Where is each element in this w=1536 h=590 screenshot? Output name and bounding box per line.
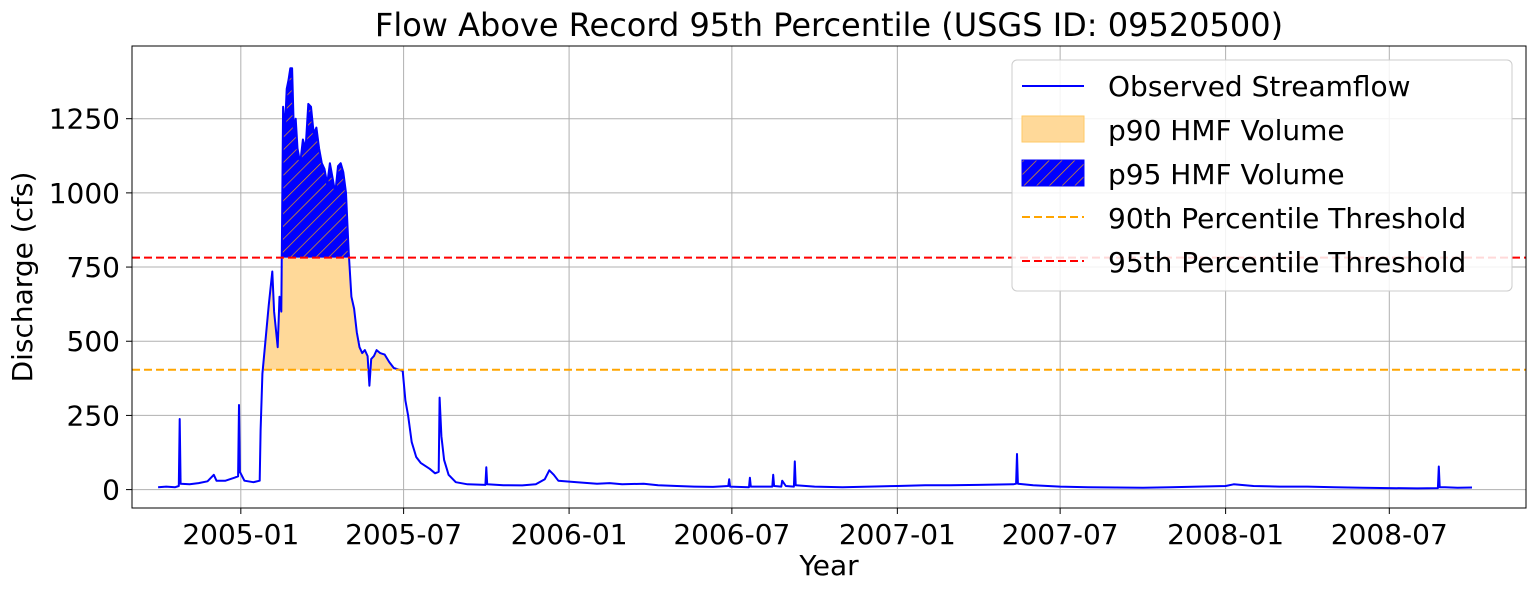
legend-label-p90-threshold: 90th Percentile Threshold — [1108, 202, 1466, 235]
legend-label-observed: Observed Streamflow — [1108, 70, 1411, 103]
x-tick-label: 2008-07 — [1331, 518, 1448, 551]
y-tick-label: 1250 — [49, 103, 120, 136]
y-tick-label: 0 — [102, 474, 120, 507]
x-axis: 2005-01 2005-07 2006-01 2006-07 2007-01 2007-… — [182, 508, 1448, 551]
x-tick-label: 2006-01 — [511, 518, 628, 551]
x-tick-label: 2005-01 — [182, 518, 299, 551]
legend-label-p90: p90 HMF Volume — [1108, 114, 1345, 147]
legend-swatch-p90 — [1021, 115, 1085, 143]
y-tick-label: 1000 — [49, 177, 120, 210]
legend-label-p95-threshold: 95th Percentile Threshold — [1108, 246, 1466, 279]
plot-frame — [131, 45, 1527, 509]
x-tick-label: 2007-01 — [839, 518, 956, 551]
legend-label-p95: p95 HMF Volume — [1108, 158, 1345, 191]
x-tick-label: 2006-07 — [673, 518, 790, 551]
legend-box — [1011, 59, 1513, 292]
legend: Observed Streamflow p90 HMF Volume p95 H… — [1011, 59, 1513, 292]
observed-streamflow-line — [158, 67, 1473, 490]
p95-hmf-volume-area — [281, 68, 350, 258]
x-tick-label: 2005-07 — [345, 518, 462, 551]
chart-title: Flow Above Record 95th Percentile (USGS … — [375, 6, 1283, 44]
x-axis-label: Year — [798, 549, 859, 582]
x-tick-label: 2008-01 — [1167, 518, 1284, 551]
x-tick-label: 2007-07 — [1002, 518, 1119, 551]
y-tick-label: 500 — [67, 325, 120, 358]
legend-swatch-p95 — [1021, 159, 1085, 187]
y-axis: 0 250 500 750 1000 1250 — [49, 103, 132, 507]
y-tick-label: 750 — [67, 251, 120, 284]
p90-hmf-volume-area — [262, 257, 400, 370]
y-tick-label: 250 — [67, 399, 120, 432]
y-axis-label: Discharge (cfs) — [6, 172, 39, 383]
